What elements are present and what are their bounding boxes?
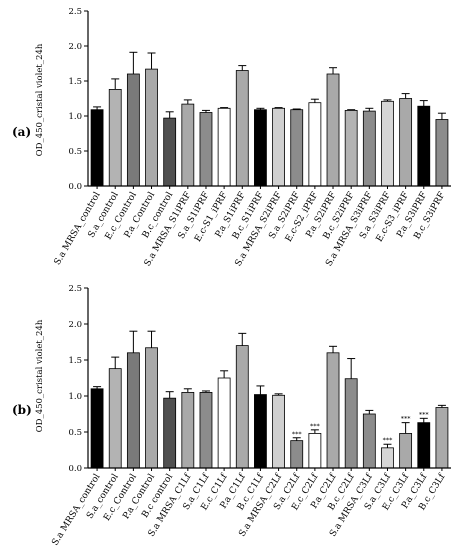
bar xyxy=(254,109,267,187)
y-tick-label: 2.5 xyxy=(68,284,82,294)
y-ticks-a: 0.0 0.5 1.0 1.5 2.0 2.5 xyxy=(68,7,88,192)
bar xyxy=(362,413,376,469)
bar xyxy=(145,68,158,187)
bar xyxy=(272,394,285,469)
bar xyxy=(381,447,394,469)
y-axis-label-a: OD_450_cristal violet_24h xyxy=(35,43,45,156)
y-tick-label: 0.0 xyxy=(68,182,82,192)
y-tick-label: 2.5 xyxy=(68,7,82,17)
bar xyxy=(290,109,304,187)
bar xyxy=(399,98,413,187)
panel-label-a: (a) xyxy=(12,125,31,139)
bar xyxy=(435,407,449,469)
y-ticks-b: 0.0 0.5 1.0 1.5 2.0 2.5 xyxy=(68,284,88,474)
bar xyxy=(90,109,104,187)
chart-panel-a: (a) OD_450_cristal violet_24h 0.0 0.5 1.0 1… xyxy=(12,7,451,268)
y-tick-label: 1.0 xyxy=(68,392,82,402)
chart-panel-b: (b) OD_450_cristal violet_24h 0.0 0.5 1.0 1… xyxy=(12,284,451,548)
y-axis-label-b: OD_450_cristal violet_24h xyxy=(35,319,45,432)
significance-label: *** xyxy=(401,415,412,423)
bar xyxy=(290,440,304,469)
bar xyxy=(417,105,431,187)
bar xyxy=(126,352,140,469)
bar xyxy=(272,107,285,187)
axes-b xyxy=(87,288,451,469)
significance-label: *** xyxy=(383,436,394,444)
bars-a xyxy=(90,51,449,187)
bar xyxy=(199,112,213,187)
x-tick-labels-b: S.a MRSA_controlS.a_controlE.c_ControlP.… xyxy=(50,468,448,548)
bar xyxy=(108,89,122,187)
y-tick-label: 0.5 xyxy=(68,428,82,438)
bars-b: *** *** *** *** *** xyxy=(90,330,449,469)
bar xyxy=(108,368,122,469)
y-tick-label: 1.0 xyxy=(68,112,82,122)
bar xyxy=(163,117,177,187)
bar xyxy=(217,377,231,469)
bar xyxy=(217,107,231,187)
bar xyxy=(181,103,195,187)
bar xyxy=(399,433,413,469)
panel-label-b: (b) xyxy=(12,403,32,417)
bar xyxy=(308,102,322,187)
bar xyxy=(326,352,340,469)
bar xyxy=(326,73,340,187)
bar xyxy=(344,378,358,469)
x-tick-labels-a: S.a MRSA_controlS.a_controlE.c_ControlP.… xyxy=(53,186,448,268)
y-tick-label: 0.5 xyxy=(68,147,82,157)
significance-label: *** xyxy=(419,410,430,418)
bar xyxy=(435,119,449,187)
bar xyxy=(145,347,158,469)
bar xyxy=(235,345,249,469)
axes-a xyxy=(87,11,451,187)
y-tick-label: 2.0 xyxy=(68,320,82,330)
bar xyxy=(308,433,322,469)
bar xyxy=(344,110,358,187)
y-tick-label: 1.5 xyxy=(68,77,82,87)
bar xyxy=(181,391,195,469)
bar xyxy=(417,422,431,469)
bar xyxy=(126,73,140,187)
bar xyxy=(254,394,267,469)
bar xyxy=(235,70,249,187)
bar xyxy=(381,100,394,187)
significance-label: *** xyxy=(310,422,321,430)
y-tick-label: 0.0 xyxy=(68,464,82,474)
bar xyxy=(362,110,376,187)
y-tick-label: 2.0 xyxy=(68,42,82,52)
bar xyxy=(199,391,213,469)
bar xyxy=(90,388,104,469)
bar xyxy=(163,397,177,469)
y-tick-label: 1.5 xyxy=(68,356,82,366)
significance-label: *** xyxy=(292,430,303,438)
